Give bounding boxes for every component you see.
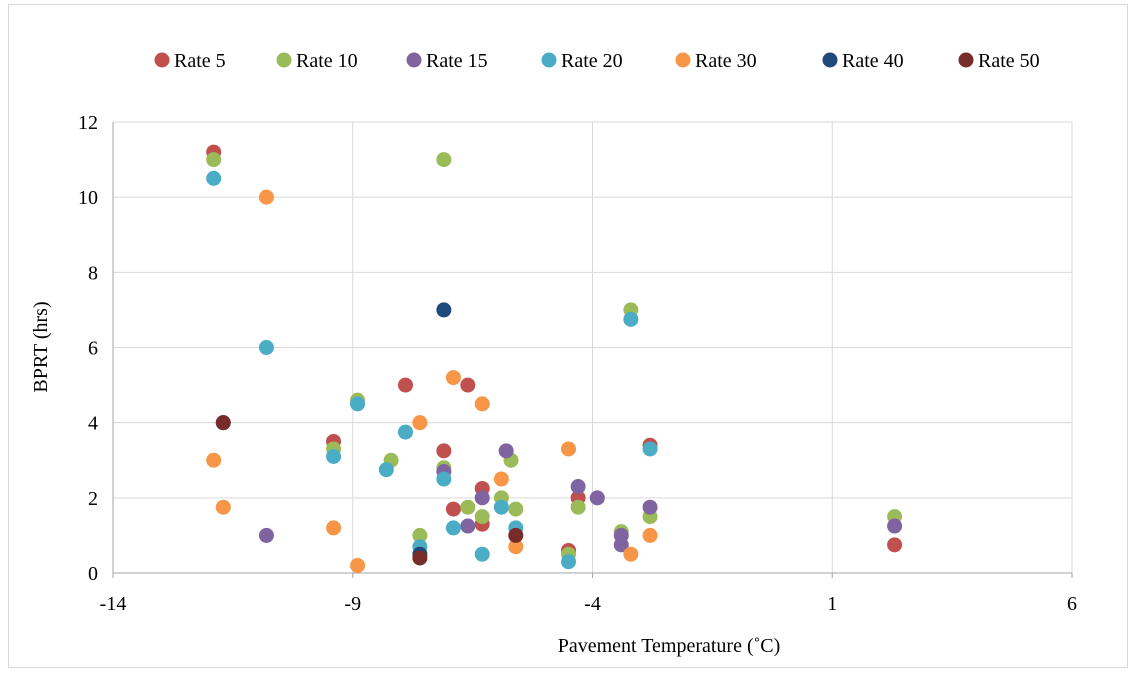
point-rate-30 [206,452,222,468]
point-rate-30 [326,520,342,536]
legend-marker-rate-5 [154,52,170,68]
legend-marker-rate-30 [675,52,691,68]
point-rate-20 [474,546,490,562]
point-rate-10 [508,501,524,517]
point-rate-30 [642,527,658,543]
point-rate-20 [642,441,658,457]
point-rate-30 [350,557,366,573]
point-rate-15 [258,527,274,543]
point-rate-20 [397,424,413,440]
x-tick-label: -14 [100,593,127,615]
point-rate-15 [474,490,490,506]
legend-item-rate-5: Rate 5 [154,50,226,72]
y-tick-label: 12 [78,112,98,134]
point-rate-15 [570,479,586,495]
point-rate-50 [412,550,428,566]
y-tick-label: 8 [88,262,98,284]
point-rate-20 [561,554,577,570]
axes [112,122,1073,578]
point-rate-5 [436,443,452,459]
point-rate-30 [412,415,428,431]
legend-item-rate-10: Rate 10 [276,50,358,72]
x-tick-labels: -14 -9 -4 1 6 [100,593,1077,615]
x-tick-label: -9 [344,593,361,615]
legend-marker-rate-40 [822,52,838,68]
point-rate-15 [613,527,629,543]
point-rate-40 [436,302,452,318]
point-rate-30 [474,396,490,412]
legend-label-rate-30: Rate 30 [695,50,757,72]
legend-item-rate-50: Rate 50 [958,50,1040,72]
point-rate-10 [570,499,586,515]
y-tick-labels: 0 2 4 6 8 10 12 [78,112,98,585]
legend-marker-rate-10 [276,52,292,68]
legend-label-rate-15: Rate 15 [426,50,488,72]
point-rate-20 [445,520,461,536]
y-tick-label: 0 [88,563,98,585]
y-tick-label: 6 [88,338,98,360]
point-rate-15 [498,443,514,459]
point-rate-10 [412,527,428,543]
point-rate-5 [460,377,476,393]
y-axis-title: BPRT (hrs) [30,301,52,392]
legend-label-rate-50: Rate 50 [978,50,1040,72]
point-rate-5 [397,377,413,393]
point-rate-30 [623,546,639,562]
point-rate-30 [508,539,524,555]
legend-item-rate-30: Rate 30 [675,50,757,72]
x-axis-title: Pavement Temperature (˚C) [558,635,781,657]
point-rate-20 [623,311,639,327]
point-rate-15 [887,518,903,534]
point-rate-10 [474,509,490,525]
y-tick-label: 2 [88,488,98,510]
point-rate-50 [508,527,524,543]
point-rate-20 [378,462,394,478]
point-rate-20 [350,396,366,412]
point-rate-30 [215,499,231,515]
legend-label-rate-20: Rate 20 [561,50,623,72]
x-tick-label: -4 [584,593,601,615]
point-rate-5 [887,537,903,553]
legend-label-rate-5: Rate 5 [174,50,226,72]
y-tick-label: 4 [88,413,98,435]
x-tick-label: 6 [1067,593,1077,615]
legend-marker-rate-20 [541,52,557,68]
point-rate-10 [206,152,222,168]
legend-item-rate-20: Rate 20 [541,50,623,72]
y-tick-label: 10 [78,187,98,209]
point-rate-20 [326,448,342,464]
point-rate-5 [445,501,461,517]
point-rate-15 [589,490,605,506]
point-rate-20 [493,499,509,515]
point-rate-15 [460,518,476,534]
legend: Rate 5 Rate 10 Rate 15 Rate 20 Rate 30 Rate 4… [154,50,1040,72]
point-rate-15 [642,499,658,515]
point-rate-20 [258,340,274,355]
legend-label-rate-10: Rate 10 [296,50,358,72]
legend-marker-rate-50 [958,52,974,68]
point-rate-30 [445,370,461,386]
legend-item-rate-40: Rate 40 [822,50,904,72]
point-rate-20 [206,170,222,186]
point-rate-50 [215,415,231,431]
legend-marker-rate-15 [406,52,422,68]
point-rate-30 [258,189,274,205]
grid [113,121,1073,573]
point-rate-10 [460,499,476,515]
point-rate-10 [436,152,452,168]
legend-label-rate-40: Rate 40 [842,50,904,72]
point-rate-30 [561,441,577,457]
x-tick-label: 1 [827,593,837,615]
legend-item-rate-15: Rate 15 [406,50,488,72]
point-rate-20 [436,471,452,487]
point-rate-30 [493,471,509,487]
data-points [206,144,903,573]
